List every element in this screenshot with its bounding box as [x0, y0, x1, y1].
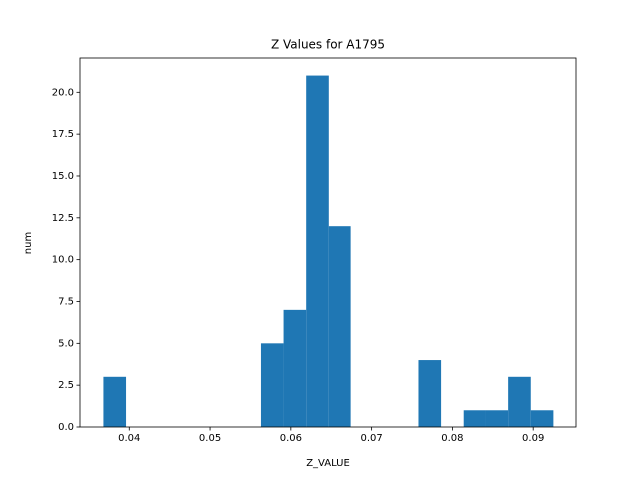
bar — [283, 309, 307, 427]
y-tick-label: 12.5 — [52, 213, 74, 224]
bar — [463, 410, 486, 427]
y-tick-label: 7.5 — [58, 296, 74, 307]
bar — [485, 410, 509, 427]
x-axis-label: Z_VALUE — [306, 458, 350, 469]
x-tick-label: 0.05 — [199, 433, 221, 444]
y-tick-label: 15.0 — [52, 171, 74, 182]
x-tick-label: 0.09 — [522, 433, 544, 444]
y-tick-label: 17.5 — [52, 129, 74, 140]
bar — [103, 376, 127, 427]
bar — [306, 75, 329, 428]
bar — [508, 376, 531, 427]
x-tick-label: 0.07 — [360, 433, 382, 444]
chart-title: Z Values for A1795 — [271, 38, 385, 52]
x-tick-label: 0.08 — [441, 433, 463, 444]
y-tick-label: 2.5 — [58, 380, 74, 391]
bar — [260, 343, 284, 427]
bar — [418, 360, 442, 427]
bar — [530, 410, 554, 427]
x-tick-label: 0.06 — [280, 433, 302, 444]
plot-frame — [79, 57, 577, 428]
x-tick-label: 0.04 — [118, 433, 140, 444]
y-axis-label: num — [23, 232, 34, 254]
y-tick-label: 20.0 — [52, 87, 74, 98]
y-tick-label: 0.0 — [58, 422, 74, 433]
y-tick-label: 10.0 — [52, 255, 74, 266]
y-tick-label: 5.0 — [58, 338, 74, 349]
bar — [328, 226, 351, 427]
